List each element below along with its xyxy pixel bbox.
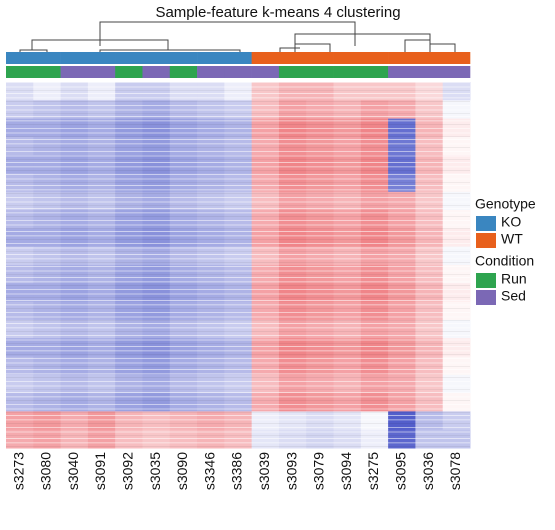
x-tick-label: s3080 <box>38 452 54 490</box>
annotation-cell <box>415 52 444 64</box>
x-tick-label: s3094 <box>338 452 354 490</box>
x-tick-label: s3079 <box>311 452 327 490</box>
annotation-cell <box>360 52 389 64</box>
x-tick-label: s3035 <box>147 452 163 490</box>
annotation-cell <box>197 66 225 78</box>
annotation-cell <box>87 66 116 78</box>
legend-title: Condition <box>475 253 534 269</box>
annotation-cell <box>6 66 34 78</box>
legend-label: WT <box>501 231 523 247</box>
annotation-cell <box>115 66 143 78</box>
annotation-cell <box>33 52 61 64</box>
legend-swatch <box>476 290 496 305</box>
annotation-cell <box>87 52 116 64</box>
annotation-cell <box>60 52 89 64</box>
x-tick-label: s3040 <box>65 452 81 490</box>
x-tick-label: s3095 <box>392 452 408 490</box>
annotation-cell <box>415 66 444 78</box>
annotation-cell <box>224 52 252 64</box>
annotation-cell <box>251 52 280 64</box>
x-tick-label: s3090 <box>174 452 190 490</box>
annotation-cell <box>6 52 34 64</box>
annotation-cell <box>333 52 362 64</box>
legend-label: Run <box>501 271 527 287</box>
annotation-cell <box>224 66 252 78</box>
annotation-cell <box>142 52 171 64</box>
texture <box>6 82 470 448</box>
annotation-cell <box>333 66 362 78</box>
annotation-cell <box>306 66 334 78</box>
annotation-cell <box>278 52 307 64</box>
x-tick-label: s3275 <box>365 452 381 490</box>
annotation-cell <box>169 52 198 64</box>
x-tick-label: s3078 <box>447 452 463 490</box>
legend-label: KO <box>501 214 521 230</box>
annotation-cell <box>306 52 334 64</box>
legend-label: Sed <box>501 288 526 304</box>
annotation-cell <box>442 66 471 78</box>
legend-swatch <box>476 233 496 248</box>
annotation-cell <box>142 66 171 78</box>
annotation-cell <box>278 66 307 78</box>
x-tick-label: s3039 <box>256 452 272 490</box>
x-tick-label: s3386 <box>229 452 245 490</box>
legend-swatch <box>476 273 496 288</box>
x-tick-label: s3036 <box>420 452 436 490</box>
legend-title: Genotype <box>475 196 536 212</box>
annotation-cell <box>442 52 471 64</box>
annotation-cell <box>388 52 416 64</box>
x-tick-label: s3093 <box>283 452 299 490</box>
annotation-cell <box>388 66 416 78</box>
annotation-cell <box>115 52 143 64</box>
annotation-cell <box>169 66 198 78</box>
x-tick-label: s3092 <box>120 452 136 490</box>
annotation-cell <box>60 66 89 78</box>
chart-title: Sample-feature k-means 4 clustering <box>155 4 400 21</box>
x-tick-label: s3346 <box>201 452 217 490</box>
legend-swatch <box>476 216 496 231</box>
dendrogram <box>19 21 456 52</box>
annotation-cell <box>251 66 280 78</box>
x-tick-label: s3273 <box>10 452 26 490</box>
x-tick-label: s3091 <box>92 452 108 490</box>
annotation-cell <box>197 52 225 64</box>
annotation-cell <box>33 66 61 78</box>
annotation-cell <box>360 66 389 78</box>
